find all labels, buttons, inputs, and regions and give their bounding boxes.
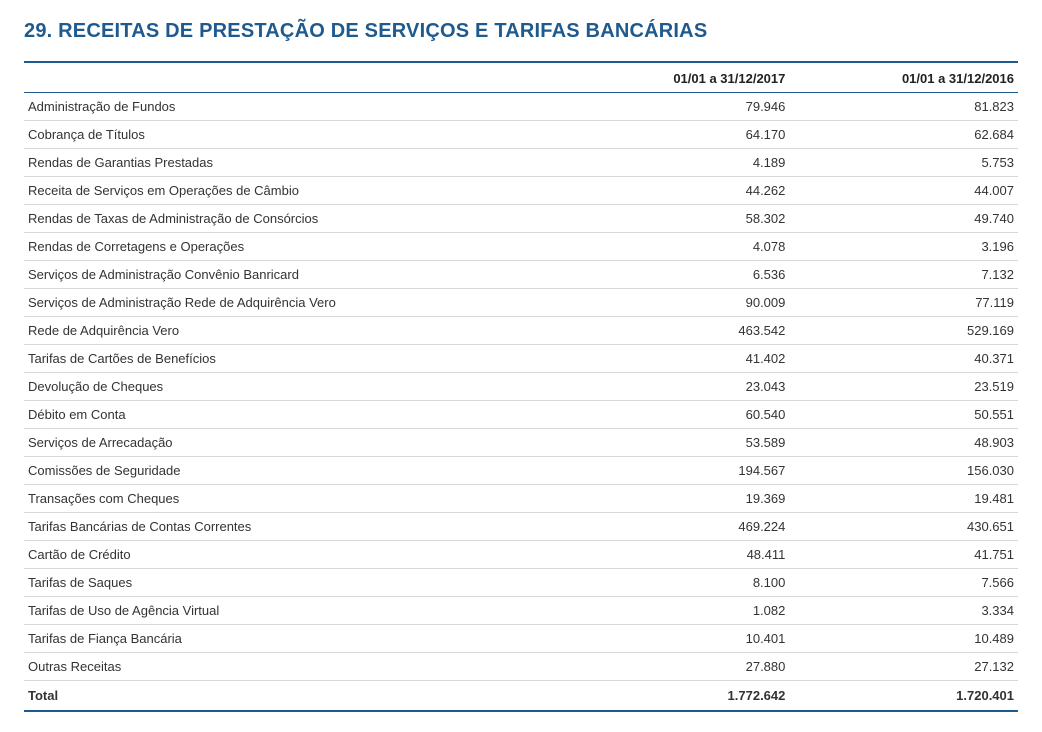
row-label: Serviços de Arrecadação <box>24 429 571 457</box>
section-title: 29. RECEITAS DE PRESTAÇÃO DE SERVIÇOS E … <box>24 20 1018 43</box>
total-2016: 1.720.401 <box>789 681 1018 712</box>
row-value-2017: 41.402 <box>571 345 790 373</box>
table-row: Rede de Adquirência Vero463.542529.169 <box>24 317 1018 345</box>
row-value-2017: 79.946 <box>571 93 790 121</box>
row-value-2017: 8.100 <box>571 569 790 597</box>
row-value-2017: 48.411 <box>571 541 790 569</box>
table-row: Serviços de Administração Convênio Banri… <box>24 261 1018 289</box>
row-value-2017: 194.567 <box>571 457 790 485</box>
row-label: Receita de Serviços em Operações de Câmb… <box>24 177 571 205</box>
row-value-2016: 156.030 <box>789 457 1018 485</box>
row-label: Devolução de Cheques <box>24 373 571 401</box>
table-row: Rendas de Garantias Prestadas4.1895.753 <box>24 149 1018 177</box>
header-empty <box>24 62 571 93</box>
row-value-2016: 23.519 <box>789 373 1018 401</box>
row-value-2016: 430.651 <box>789 513 1018 541</box>
row-value-2016: 3.196 <box>789 233 1018 261</box>
table-row: Tarifas de Saques8.1007.566 <box>24 569 1018 597</box>
row-label: Tarifas de Uso de Agência Virtual <box>24 597 571 625</box>
row-value-2016: 3.334 <box>789 597 1018 625</box>
table-row: Devolução de Cheques23.04323.519 <box>24 373 1018 401</box>
table-row: Débito em Conta60.54050.551 <box>24 401 1018 429</box>
table-row: Tarifas de Cartões de Benefícios41.40240… <box>24 345 1018 373</box>
table-row: Receita de Serviços em Operações de Câmb… <box>24 177 1018 205</box>
row-value-2017: 1.082 <box>571 597 790 625</box>
row-value-2016: 77.119 <box>789 289 1018 317</box>
table-container: 01/01 a 31/12/2017 01/01 a 31/12/2016 Ad… <box>24 61 1018 712</box>
row-label: Tarifas Bancárias de Contas Correntes <box>24 513 571 541</box>
row-value-2017: 463.542 <box>571 317 790 345</box>
row-label: Serviços de Administração Rede de Adquir… <box>24 289 571 317</box>
row-value-2016: 50.551 <box>789 401 1018 429</box>
row-value-2016: 44.007 <box>789 177 1018 205</box>
table-row: Rendas de Taxas de Administração de Cons… <box>24 205 1018 233</box>
revenue-table: 01/01 a 31/12/2017 01/01 a 31/12/2016 Ad… <box>24 61 1018 712</box>
table-row: Serviços de Administração Rede de Adquir… <box>24 289 1018 317</box>
row-label: Rede de Adquirência Vero <box>24 317 571 345</box>
table-row: Serviços de Arrecadação53.58948.903 <box>24 429 1018 457</box>
total-2017: 1.772.642 <box>571 681 790 712</box>
table-row: Comissões de Seguridade194.567156.030 <box>24 457 1018 485</box>
row-value-2017: 53.589 <box>571 429 790 457</box>
table-row: Tarifas de Fiança Bancária10.40110.489 <box>24 625 1018 653</box>
row-value-2017: 90.009 <box>571 289 790 317</box>
row-label: Comissões de Seguridade <box>24 457 571 485</box>
row-value-2017: 27.880 <box>571 653 790 681</box>
row-value-2017: 6.536 <box>571 261 790 289</box>
table-body: Administração de Fundos79.94681.823Cobra… <box>24 93 1018 681</box>
row-value-2017: 469.224 <box>571 513 790 541</box>
row-label: Cobrança de Títulos <box>24 121 571 149</box>
row-value-2016: 41.751 <box>789 541 1018 569</box>
row-value-2016: 7.132 <box>789 261 1018 289</box>
row-value-2017: 44.262 <box>571 177 790 205</box>
row-value-2017: 4.078 <box>571 233 790 261</box>
table-row: Transações com Cheques19.36919.481 <box>24 485 1018 513</box>
row-value-2016: 7.566 <box>789 569 1018 597</box>
row-label: Administração de Fundos <box>24 93 571 121</box>
table-row: Administração de Fundos79.94681.823 <box>24 93 1018 121</box>
row-value-2017: 23.043 <box>571 373 790 401</box>
row-label: Tarifas de Cartões de Benefícios <box>24 345 571 373</box>
row-value-2017: 58.302 <box>571 205 790 233</box>
row-value-2016: 48.903 <box>789 429 1018 457</box>
row-value-2016: 10.489 <box>789 625 1018 653</box>
row-label: Cartão de Crédito <box>24 541 571 569</box>
row-value-2017: 64.170 <box>571 121 790 149</box>
row-value-2017: 4.189 <box>571 149 790 177</box>
total-label: Total <box>24 681 571 712</box>
row-label: Serviços de Administração Convênio Banri… <box>24 261 571 289</box>
table-row: Rendas de Corretagens e Operações4.0783.… <box>24 233 1018 261</box>
table-row: Outras Receitas27.88027.132 <box>24 653 1018 681</box>
header-period-2017: 01/01 a 31/12/2017 <box>571 62 790 93</box>
row-value-2016: 62.684 <box>789 121 1018 149</box>
table-header-row: 01/01 a 31/12/2017 01/01 a 31/12/2016 <box>24 62 1018 93</box>
row-label: Tarifas de Fiança Bancária <box>24 625 571 653</box>
table-row: Cobrança de Títulos64.17062.684 <box>24 121 1018 149</box>
row-value-2017: 19.369 <box>571 485 790 513</box>
table-row: Tarifas de Uso de Agência Virtual1.0823.… <box>24 597 1018 625</box>
row-value-2016: 49.740 <box>789 205 1018 233</box>
row-value-2016: 27.132 <box>789 653 1018 681</box>
row-label: Rendas de Garantias Prestadas <box>24 149 571 177</box>
row-value-2016: 529.169 <box>789 317 1018 345</box>
row-label: Rendas de Corretagens e Operações <box>24 233 571 261</box>
row-value-2016: 5.753 <box>789 149 1018 177</box>
table-total-row: Total 1.772.642 1.720.401 <box>24 681 1018 712</box>
row-value-2016: 40.371 <box>789 345 1018 373</box>
row-value-2017: 10.401 <box>571 625 790 653</box>
row-label: Tarifas de Saques <box>24 569 571 597</box>
row-value-2017: 60.540 <box>571 401 790 429</box>
row-label: Débito em Conta <box>24 401 571 429</box>
row-label: Outras Receitas <box>24 653 571 681</box>
row-label: Transações com Cheques <box>24 485 571 513</box>
row-value-2016: 81.823 <box>789 93 1018 121</box>
table-row: Cartão de Crédito48.41141.751 <box>24 541 1018 569</box>
row-value-2016: 19.481 <box>789 485 1018 513</box>
header-period-2016: 01/01 a 31/12/2016 <box>789 62 1018 93</box>
table-row: Tarifas Bancárias de Contas Correntes469… <box>24 513 1018 541</box>
row-label: Rendas de Taxas de Administração de Cons… <box>24 205 571 233</box>
